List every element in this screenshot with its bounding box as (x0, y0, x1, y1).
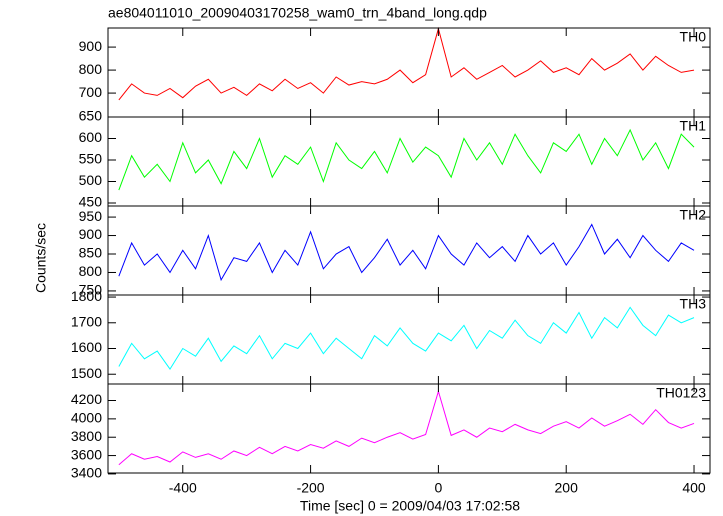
y-tick-label: 600 (79, 129, 103, 145)
series-label: TH1 (680, 118, 707, 134)
data-line (118, 306, 695, 370)
series-label: TH3 (680, 296, 707, 312)
data-line (118, 26, 695, 101)
data-line (118, 223, 695, 282)
data-line (118, 389, 695, 466)
x-tick-label: -400 (169, 480, 197, 496)
panel-frame (107, 383, 711, 474)
y-tick-label: 700 (79, 84, 103, 100)
y-tick-label: 950 (79, 208, 103, 224)
data-line (118, 128, 695, 191)
x-tick-label: 0 (434, 480, 442, 496)
x-tick-label: 400 (682, 480, 706, 496)
y-tick-label: 3800 (71, 428, 102, 444)
y-tick-label: 850 (79, 245, 103, 261)
y-tick-label: 1700 (71, 313, 102, 329)
y-tick-label: 3400 (71, 465, 102, 481)
y-tick-label: 1500 (71, 365, 102, 381)
y-tick-label: 750 (79, 282, 103, 298)
y-tick-label: 800 (79, 61, 103, 77)
y-tick-label: 3600 (71, 446, 102, 462)
panel-frame (107, 205, 711, 296)
series-label: TH2 (680, 207, 707, 223)
panel-frame (107, 27, 711, 118)
panel-frame (107, 116, 711, 207)
y-tick-label: 1800 (71, 288, 102, 304)
y-tick-label: 650 (79, 108, 103, 124)
x-tick-label: -200 (297, 480, 325, 496)
y-tick-label: 550 (79, 151, 103, 167)
y-tick-label: 1600 (71, 339, 102, 355)
y-tick-label: 4000 (71, 410, 102, 426)
y-tick-label: 500 (79, 172, 103, 188)
y-tick-label: 4200 (71, 391, 102, 407)
y-tick-label: 900 (79, 226, 103, 242)
series-label: TH0 (680, 29, 707, 45)
y-tick-label: 450 (79, 194, 103, 210)
x-axis-label: Time [sec] 0 = 2009/04/03 17:02:58 (300, 498, 520, 514)
series-label: TH0123 (656, 385, 706, 401)
y-tick-label: 800 (79, 263, 103, 279)
x-tick-label: 200 (555, 480, 579, 496)
y-axis-label: Counts/sec (33, 223, 49, 293)
y-tick-label: 900 (79, 38, 103, 54)
chart-title: ae804011010_20090403170258_wam0_trn_4ban… (108, 5, 487, 21)
